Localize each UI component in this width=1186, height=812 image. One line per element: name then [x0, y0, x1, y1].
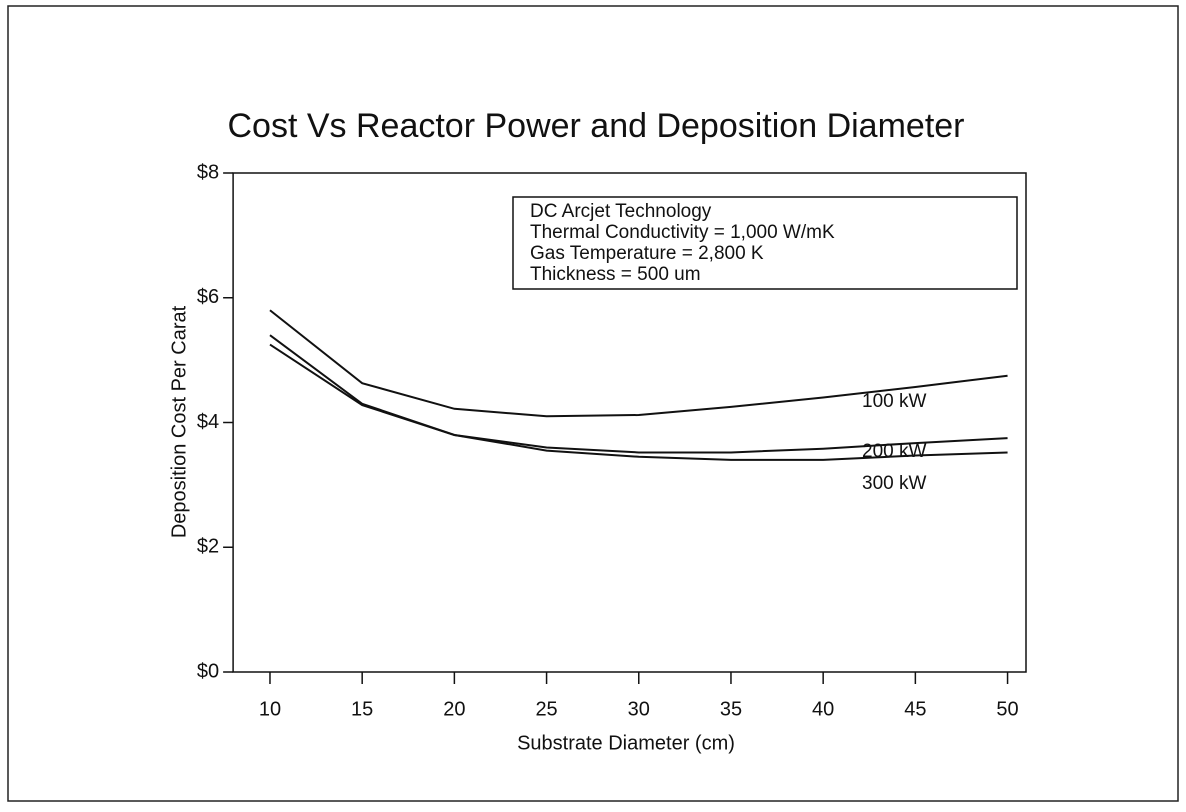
- x-tick-label: 45: [904, 698, 926, 720]
- chart-title: Cost Vs Reactor Power and Deposition Dia…: [228, 107, 965, 145]
- y-tick-label: $2: [197, 536, 219, 558]
- y-tick-label: $4: [197, 411, 219, 433]
- line: [269, 309, 1008, 418]
- series-label: 200 kW: [862, 441, 926, 462]
- x-tick-label: 35: [720, 698, 742, 720]
- series-label: 300 kW: [862, 473, 926, 494]
- y-tick-label: $0: [197, 660, 219, 682]
- y-tick-label: $6: [197, 286, 219, 308]
- y-tick-label: $8: [197, 161, 219, 183]
- x-tick-label: 20: [443, 698, 465, 720]
- x-axis-label: Substrate Diameter (cm): [517, 732, 735, 754]
- frame: [7, 5, 1179, 802]
- x-tick-label: 25: [535, 698, 557, 720]
- x-tick-label: 40: [812, 698, 834, 720]
- line: [269, 343, 1008, 461]
- x-tick-label: 10: [259, 698, 281, 720]
- annotation-box: [512, 196, 1018, 290]
- x-tick-label: 50: [996, 698, 1018, 720]
- annotation: DC Arcjet Technology: [530, 201, 712, 222]
- series-label: 100 kW: [862, 391, 926, 412]
- annotation: Thickness = 500 um: [530, 264, 701, 285]
- annotation: Thermal Conductivity = 1,000 W/mK: [530, 222, 835, 243]
- x-tick-label: 15: [351, 698, 373, 720]
- y-axis-label: Deposition Cost Per Carat: [168, 305, 190, 538]
- x-tick-label: 30: [628, 698, 650, 720]
- annotation: Gas Temperature = 2,800 K: [530, 243, 764, 264]
